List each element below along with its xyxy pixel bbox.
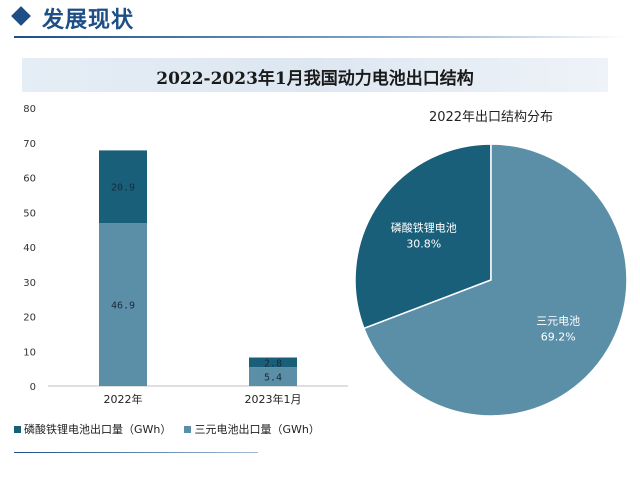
y-tick-label: 60: [23, 174, 36, 185]
pie-slice-label: 三元电池: [536, 314, 580, 327]
y-tick-label: 0: [30, 382, 36, 393]
bar-ternary: [249, 367, 297, 386]
pie-slice: [362, 143, 628, 417]
legend-label: 磷酸铁锂电池出口量（GWh）: [24, 422, 172, 436]
legend-swatch: [184, 426, 192, 433]
data-label: 20.9: [111, 183, 135, 194]
bar-chart-marks: 46.9 20.9 5.4 2.8: [99, 150, 297, 386]
legend-label: 三元电池出口量（GWh）: [194, 422, 320, 436]
y-tick-label: 70: [23, 139, 36, 150]
chart-title: 2022-2023年1月我国动力电池出口结构: [156, 69, 474, 89]
y-tick-label: 10: [23, 347, 36, 358]
header-divider: [14, 36, 626, 38]
legend-item-ternary: 三元电池出口量（GWh）: [184, 421, 320, 437]
y-tick-label: 80: [23, 104, 36, 115]
pie-title: 2022年出口结构分布: [429, 110, 553, 125]
bar-chart-legend: 磷酸铁锂电池出口量（GWh） 三元电池出口量（GWh）: [14, 418, 328, 437]
y-tick-label: 40: [23, 243, 36, 254]
legend-swatch: [14, 426, 21, 433]
section-header: 发展现状: [0, 0, 640, 44]
x-tick-label: 2022年: [104, 392, 143, 406]
data-label: 46.9: [111, 301, 135, 312]
x-tick-label: 2023年1月: [245, 392, 302, 406]
legend-item-lfp: 磷酸铁锂电池出口量（GWh）: [14, 421, 171, 437]
bar-chart-axes: 0 10 20 30 40 50 60 70 80 2022年 2023年1月: [23, 104, 348, 406]
pie-slice-value: 30.8%: [406, 238, 441, 251]
data-label: 5.4: [264, 373, 282, 384]
data-label: 2.8: [264, 358, 282, 369]
pie-slice-label: 磷酸铁锂电池: [391, 221, 457, 235]
bar-ternary: [99, 223, 147, 386]
chart-title-band: 2022-2023年1月我国动力电池出口结构: [22, 58, 608, 92]
bar-lfp: [249, 357, 297, 368]
section-title: 发展现状: [42, 8, 135, 33]
pie-slice: [354, 143, 492, 330]
bar-lfp: [99, 150, 147, 224]
y-tick-label: 20: [23, 313, 36, 324]
y-tick-label: 50: [23, 208, 36, 219]
pie-slice-value: 69.2%: [541, 330, 576, 343]
y-tick-label: 30: [23, 278, 36, 289]
footer-divider: [14, 452, 258, 453]
